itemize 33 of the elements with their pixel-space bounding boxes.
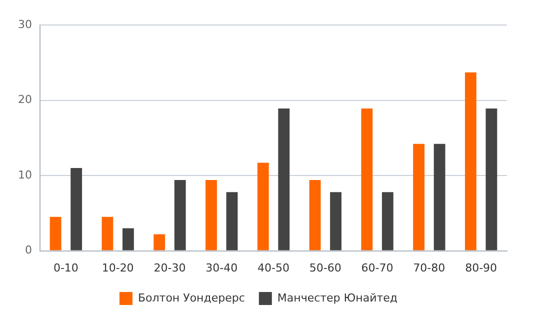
bar [382, 192, 394, 250]
bar [486, 108, 498, 250]
legend-label: Болтон Уондерерс [138, 291, 245, 304]
y-tick-label: 10 [18, 168, 32, 182]
bar [361, 108, 373, 250]
bar [309, 180, 321, 250]
bar [154, 234, 166, 250]
x-tick-label: 0-10 [53, 261, 78, 274]
x-tick-label: 40-50 [258, 261, 290, 274]
bar [102, 216, 114, 250]
x-tick-label: 30-40 [206, 261, 238, 274]
bar [206, 180, 217, 250]
bar [434, 144, 446, 250]
y-tick-label: 20 [18, 93, 32, 106]
bar [413, 144, 424, 250]
x-tick-label: 80-90 [465, 261, 498, 274]
legend-label: Манчестер Юнайтед [277, 291, 398, 304]
x-tick-label: 50-60 [309, 261, 342, 274]
bar [70, 168, 82, 250]
bar [278, 108, 290, 250]
bar [174, 180, 186, 250]
bar [257, 162, 269, 250]
y-tick-label: 30 [18, 18, 32, 31]
x-tick-label: 70-80 [413, 261, 446, 274]
y-tick-label: 0 [24, 244, 32, 257]
bar [50, 216, 62, 250]
bar [122, 228, 134, 250]
bar [330, 192, 342, 250]
x-tick-label: 10-20 [102, 261, 134, 274]
bar [226, 192, 238, 250]
x-tick-label: 20-30 [154, 261, 186, 274]
x-tick-label: 60-70 [361, 261, 394, 274]
bar [464, 72, 476, 250]
